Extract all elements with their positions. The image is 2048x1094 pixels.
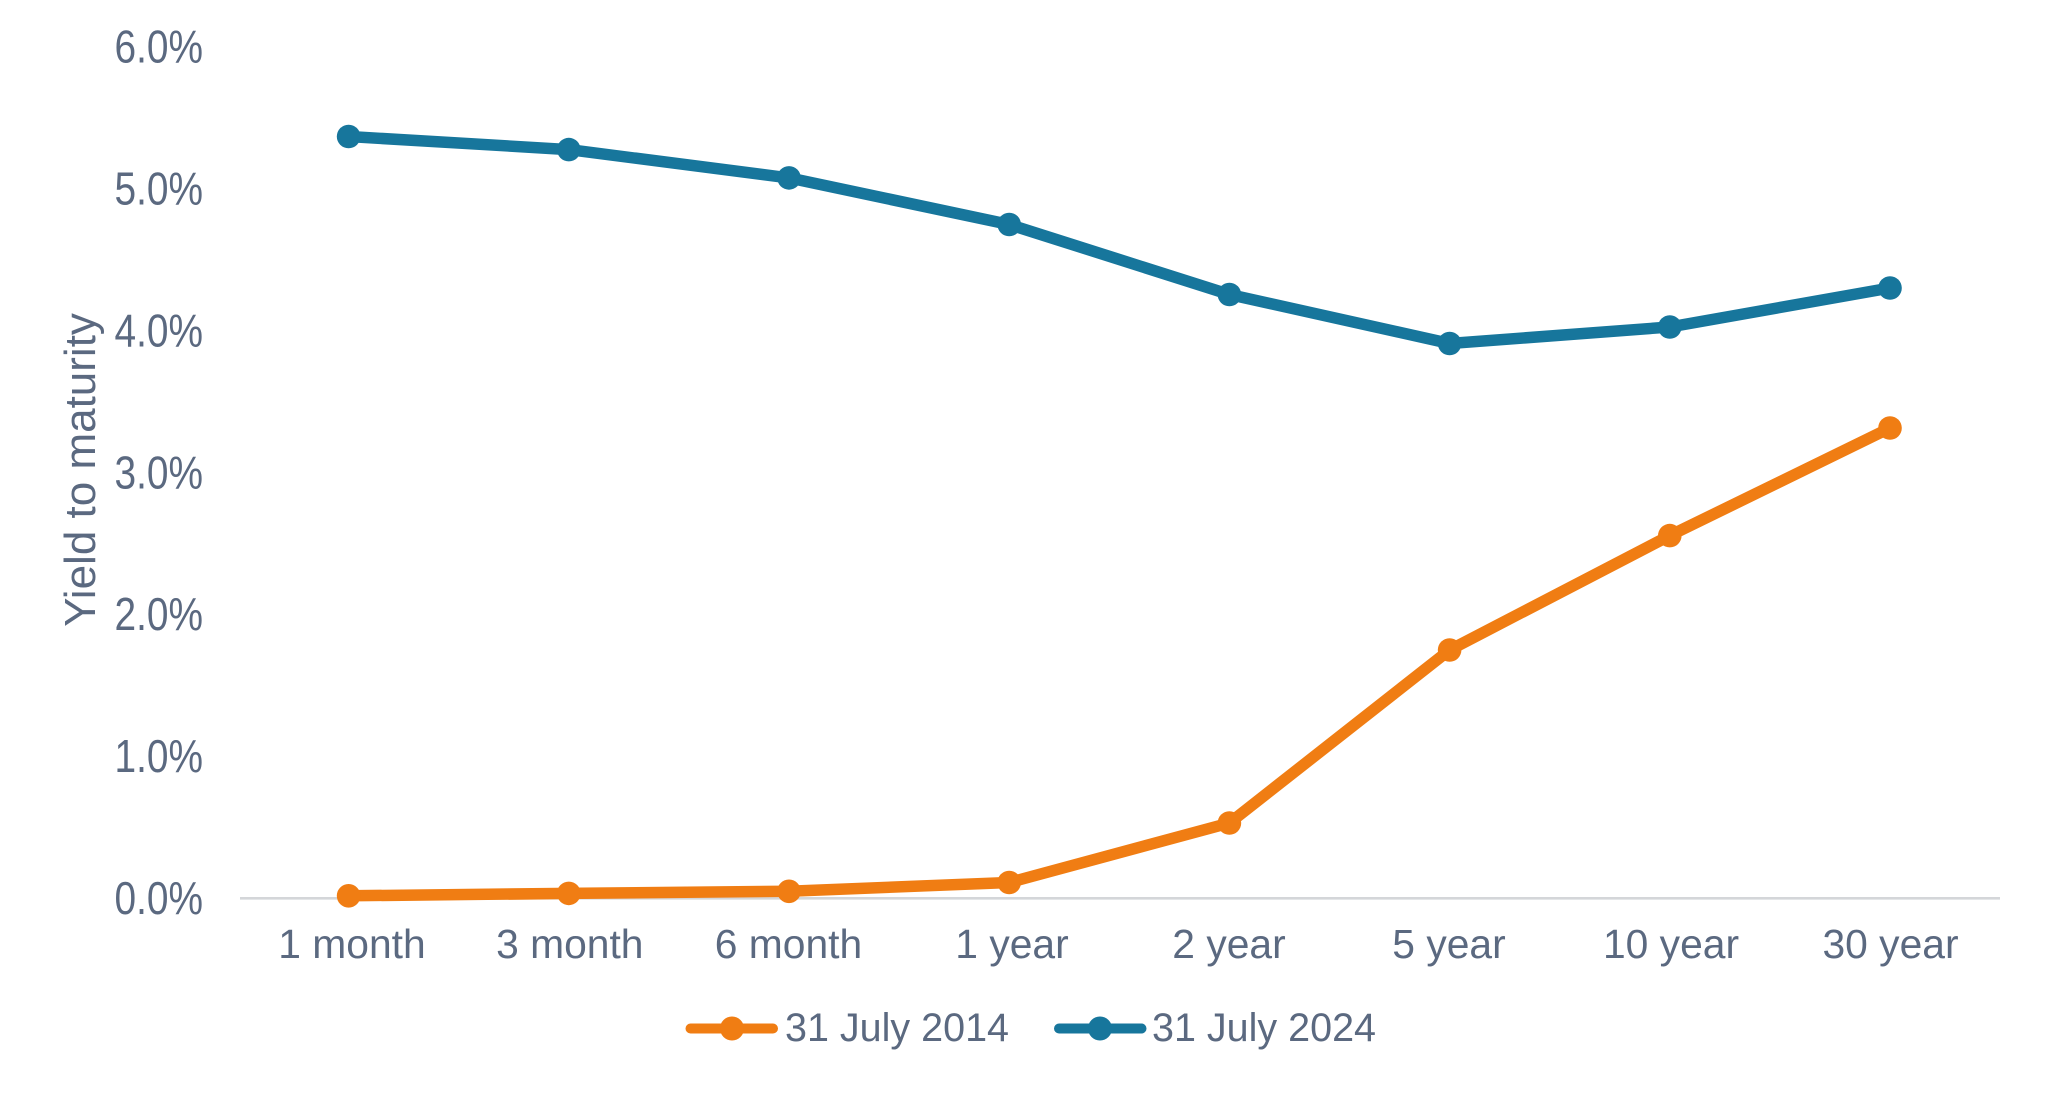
- svg-text:1 year: 1 year: [955, 921, 1068, 967]
- svg-text:0.0%: 0.0%: [115, 872, 204, 924]
- svg-text:6 month: 6 month: [715, 921, 862, 967]
- svg-text:3.0%: 3.0%: [115, 446, 204, 498]
- svg-text:10 year: 10 year: [1603, 921, 1739, 967]
- svg-text:31 July 2014: 31 July 2014: [785, 1006, 1009, 1050]
- svg-text:3 month: 3 month: [496, 921, 643, 967]
- svg-text:30 year: 30 year: [1822, 921, 1958, 967]
- svg-text:31 July 2024: 31 July 2024: [1152, 1006, 1376, 1050]
- svg-text:1.0%: 1.0%: [115, 730, 204, 782]
- svg-text:6.0%: 6.0%: [115, 21, 204, 73]
- svg-text:Yield to maturity: Yield to maturity: [56, 313, 105, 627]
- svg-text:4.0%: 4.0%: [115, 304, 204, 356]
- svg-text:2 year: 2 year: [1172, 921, 1285, 967]
- svg-text:5 year: 5 year: [1392, 921, 1505, 967]
- svg-text:5.0%: 5.0%: [115, 163, 204, 215]
- svg-text:1 month: 1 month: [278, 921, 425, 967]
- svg-text:2.0%: 2.0%: [115, 588, 204, 640]
